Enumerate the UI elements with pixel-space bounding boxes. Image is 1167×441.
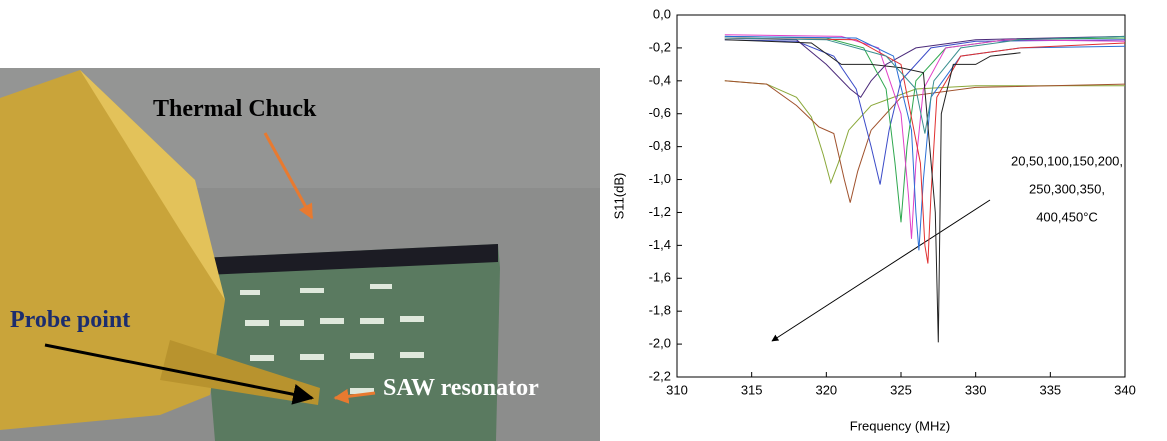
y-tick-label: -0,2 — [649, 39, 671, 54]
y-tick-label: -1,6 — [649, 270, 671, 285]
x-tick-label: 335 — [1039, 382, 1061, 397]
label-arrow — [333, 388, 376, 404]
chart: Frequency (MHz) S11(dB) 20,50,100,150,20… — [611, 6, 1135, 433]
y-axis-title: S11(dB) — [611, 173, 626, 220]
x-tick-label: 325 — [890, 382, 912, 397]
series-line — [724, 39, 1126, 185]
wafer-edge — [200, 244, 498, 275]
annotation: 400,450°C — [1036, 209, 1098, 224]
probe-arm — [160, 340, 320, 405]
photo-label: Probe point — [10, 307, 130, 333]
series-line — [724, 35, 1126, 134]
y-tick-label: -0,4 — [649, 72, 671, 87]
series-line — [724, 39, 1021, 343]
label-arrow — [44, 343, 315, 405]
series-line — [724, 35, 1126, 99]
series-line — [724, 37, 1126, 264]
y-tick-label: -2,2 — [649, 368, 671, 383]
x-tick-label: 320 — [815, 382, 837, 397]
x-tick-label: 315 — [741, 382, 763, 397]
y-tick-label: 0,0 — [653, 6, 671, 21]
photo-label: Thermal Chuck — [153, 96, 317, 122]
annotation-arrow — [771, 199, 991, 342]
x-tick-label: 340 — [1114, 382, 1136, 397]
label-arrow — [263, 132, 314, 220]
photo: Thermal Chuck Probe point SAW resonator — [0, 68, 600, 441]
photo-label: SAW resonator — [383, 375, 539, 401]
x-tick-label: 330 — [965, 382, 987, 397]
x-tick-label: 310 — [666, 382, 688, 397]
x-axis-title: Frequency (MHz) — [850, 418, 950, 433]
annotation: 250,300,350, — [1029, 181, 1105, 196]
y-tick-label: -2,0 — [649, 336, 671, 351]
probe-highlight — [80, 70, 225, 300]
series-line — [724, 80, 1125, 185]
wafer — [200, 244, 500, 441]
y-tick-label: -0,8 — [649, 138, 671, 153]
annotation: 20,50,100,150,200, — [1011, 153, 1123, 168]
y-tick-label: -1,0 — [649, 171, 671, 186]
y-tick-label: -0,6 — [649, 105, 671, 120]
y-tick-label: -1,4 — [649, 237, 671, 252]
series-line — [724, 34, 1126, 239]
y-tick-label: -1,8 — [649, 303, 671, 318]
y-tick-label: -1,2 — [649, 204, 671, 219]
